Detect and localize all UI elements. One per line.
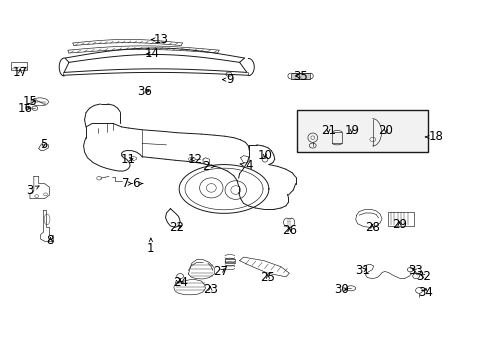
Text: 1: 1 — [147, 238, 154, 255]
Text: 23: 23 — [203, 283, 217, 296]
Text: 9: 9 — [222, 73, 233, 86]
Text: 16: 16 — [18, 102, 33, 115]
Bar — [387, 212, 413, 226]
Text: 26: 26 — [281, 224, 296, 238]
Bar — [224, 259, 234, 263]
Text: 19: 19 — [344, 124, 359, 137]
Text: 6: 6 — [132, 177, 142, 190]
Bar — [331, 132, 341, 143]
Text: 25: 25 — [260, 271, 275, 284]
Text: 12: 12 — [187, 153, 202, 166]
Text: 2: 2 — [202, 160, 214, 173]
Bar — [290, 73, 310, 79]
Text: 14: 14 — [144, 47, 159, 60]
Text: 22: 22 — [168, 221, 183, 234]
Bar — [11, 62, 27, 69]
Bar — [297, 110, 427, 152]
Text: 20: 20 — [378, 124, 392, 137]
Text: 4: 4 — [240, 159, 253, 172]
Text: 30: 30 — [334, 283, 349, 296]
Text: 8: 8 — [47, 234, 54, 247]
Text: 36: 36 — [137, 85, 152, 98]
Text: 29: 29 — [391, 218, 406, 231]
Text: 7: 7 — [122, 177, 132, 190]
Text: 32: 32 — [416, 270, 430, 283]
Text: 34: 34 — [418, 287, 432, 300]
Text: 18: 18 — [425, 130, 442, 144]
Text: 17: 17 — [13, 66, 28, 79]
Text: 31: 31 — [354, 264, 369, 277]
Text: 21: 21 — [320, 124, 335, 137]
Text: 5: 5 — [40, 138, 47, 150]
Text: 27: 27 — [213, 265, 228, 278]
Text: 24: 24 — [172, 276, 187, 289]
Text: 10: 10 — [257, 149, 272, 162]
Text: 13: 13 — [151, 33, 169, 46]
Text: 15: 15 — [22, 95, 37, 108]
Text: 28: 28 — [364, 221, 379, 234]
Text: 11: 11 — [121, 153, 136, 166]
Text: 3: 3 — [26, 184, 39, 197]
Text: 35: 35 — [293, 69, 307, 82]
Text: 33: 33 — [407, 264, 422, 277]
